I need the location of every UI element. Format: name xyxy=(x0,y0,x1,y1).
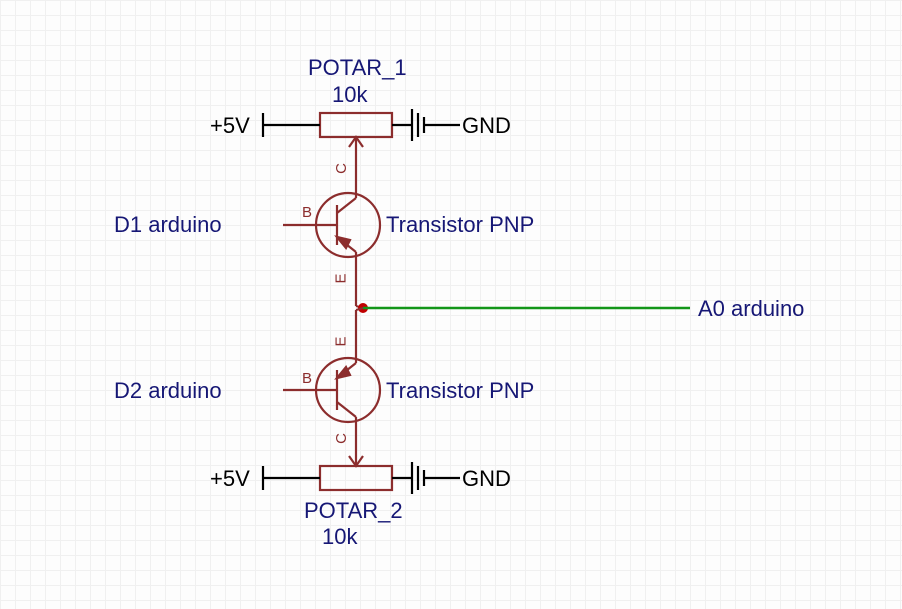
potentiometer-2 xyxy=(320,453,392,490)
transistor-q1 xyxy=(283,193,380,257)
potentiometer-1 xyxy=(320,113,392,150)
v5-top-label: +5V xyxy=(210,113,250,139)
d2-label: D2 arduino xyxy=(114,378,222,404)
q2-pin-b: B xyxy=(302,370,312,387)
gnd-bot-label: GND xyxy=(462,466,511,492)
potar1-name-label: POTAR_1 xyxy=(308,55,407,81)
gnd-symbol-bot xyxy=(412,462,460,494)
a0-label: A0 arduino xyxy=(698,296,804,322)
transistor-q2 xyxy=(283,358,380,422)
potar1-val-label: 10k xyxy=(332,82,367,108)
v5-bot-label: +5V xyxy=(210,466,250,492)
gnd-symbol-top xyxy=(412,109,460,141)
q1-pin-b: B xyxy=(302,204,312,221)
potar2-val-label: 10k xyxy=(322,524,357,550)
potar2-name-label: POTAR_2 xyxy=(304,498,403,524)
q2-pin-e: E xyxy=(333,336,350,346)
q1-pin-c: C xyxy=(333,163,350,174)
gnd-top-label: GND xyxy=(462,113,511,139)
q2-pin-c: C xyxy=(333,433,350,444)
d1-label: D1 arduino xyxy=(114,212,222,238)
q1-pin-e: E xyxy=(333,273,350,283)
q1-label: Transistor PNP xyxy=(386,212,534,238)
q2-label: Transistor PNP xyxy=(386,378,534,404)
